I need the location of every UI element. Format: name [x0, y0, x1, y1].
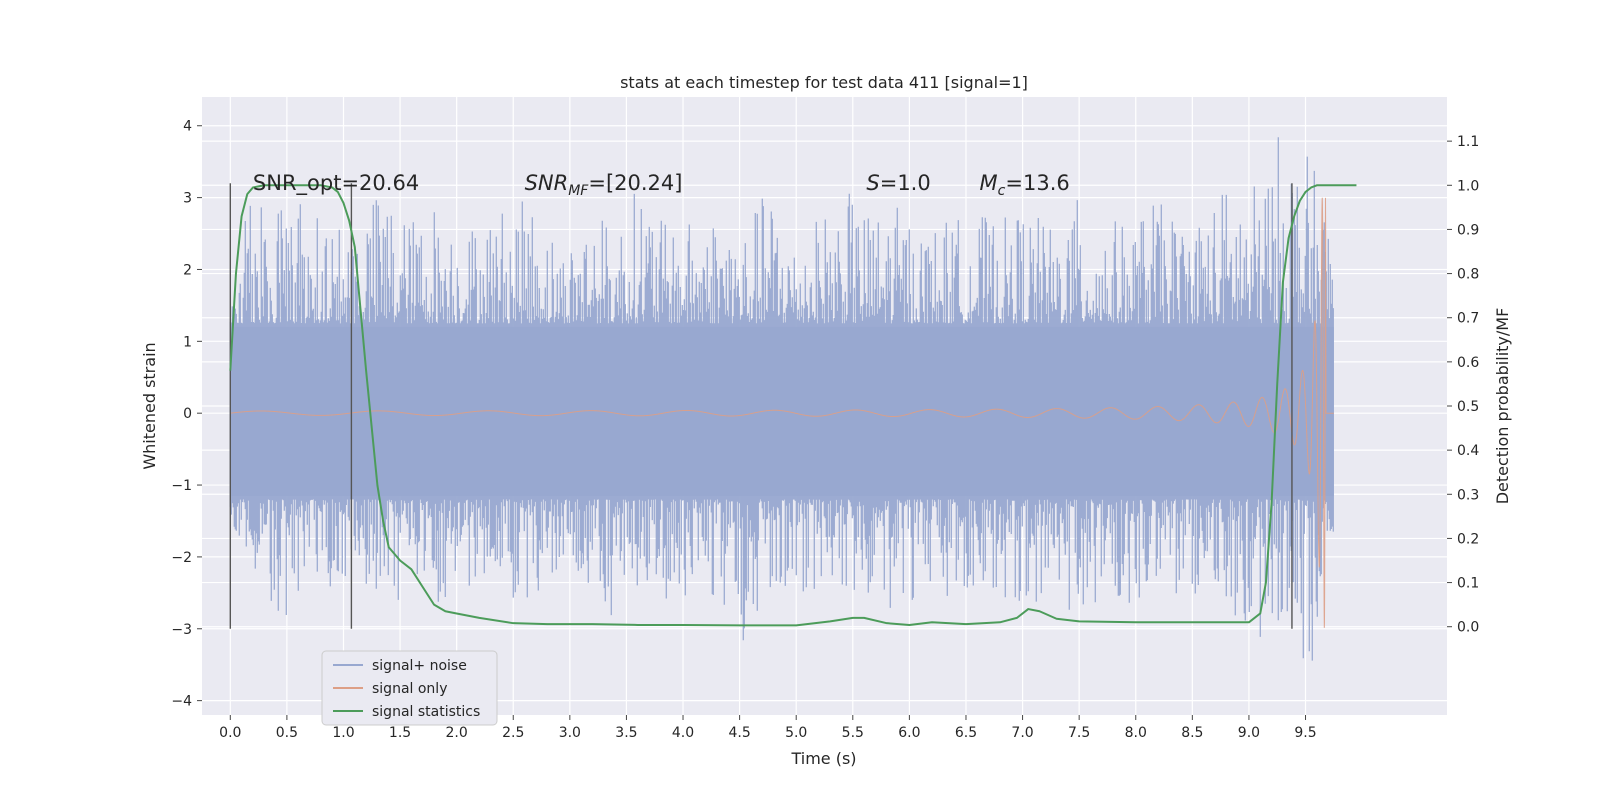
series-signal-statistics: [229, 184, 1357, 627]
x-tick-label: 5.0: [785, 725, 807, 741]
x-tick-label: 4.0: [672, 725, 694, 741]
y-right-tick-label: 0.0: [1457, 620, 1479, 636]
y-tick-label: 3: [183, 191, 192, 207]
statistics-line: [229, 184, 1357, 627]
x-tick-label: 5.5: [842, 725, 864, 741]
axes: 0.0 0.5 1.0 1.5 2.0 2.5 3.0 3.5 4.0 4.5 5.0 5.5 6.0 6…: [171, 119, 1479, 741]
legend-box: [321, 650, 498, 726]
y-right-tick-label: 1.0: [1457, 178, 1479, 194]
x-tick-label: 6.0: [898, 725, 920, 741]
x-tick-label: 1.0: [332, 725, 354, 741]
x-tick-label: 8.0: [1125, 725, 1147, 741]
x-tick-label: 1.5: [389, 725, 411, 741]
y-right-tick-label: 0.7: [1457, 311, 1479, 327]
y-tick-label: 4: [183, 119, 192, 135]
noise-band: [230, 326, 1334, 496]
y-axis-label: Whitened strain: [140, 342, 159, 469]
series-signal-only: [230, 197, 1334, 628]
y-right-tick-label: 0.5: [1457, 399, 1479, 415]
y-right-tick-label: 0.6: [1457, 355, 1479, 371]
y-right-tick-label: 0.4: [1457, 443, 1479, 459]
y-right-tick-label: 0.8: [1457, 267, 1479, 283]
y-tick-label: −3: [171, 622, 192, 638]
y-tick-label: −4: [171, 694, 192, 710]
x-tick-label: 9.0: [1238, 725, 1260, 741]
y-right-axis-label: Detection probability/MF: [1493, 308, 1512, 505]
legend-label-signal-only: signal only: [372, 681, 447, 697]
x-tick-label: 3.5: [615, 725, 637, 741]
y-tick-label: 2: [183, 262, 192, 278]
x-tick-label: 0.0: [219, 725, 241, 741]
x-tick-label: 3.0: [559, 725, 581, 741]
x-tick-label: 2.0: [446, 725, 468, 741]
chart-title: stats at each timestep for test data 411…: [620, 73, 1028, 92]
annotations: SNR_opt=20.64 SNRMF=[20.24] S=1.0 Mc=13.6: [253, 171, 1070, 199]
signal-trace: [230, 197, 1334, 628]
x-tick-label: 8.5: [1181, 725, 1203, 741]
legend-label-signal-noise: signal+ noise: [372, 658, 467, 674]
y-right-tick-label: 0.1: [1457, 576, 1479, 592]
y-tick-label: 1: [183, 334, 192, 350]
x-axis-label: Time (s): [790, 749, 856, 768]
y-tick-label: −1: [171, 478, 192, 494]
x-tick-label: 7.0: [1011, 725, 1033, 741]
y-right-tick-label: 0.3: [1457, 487, 1479, 503]
series-signal-noise: [229, 137, 1334, 661]
annotation-0: SNR_opt=20.64: [253, 171, 419, 196]
y-tick-label: 0: [183, 406, 192, 422]
x-tick-label: 6.5: [955, 725, 977, 741]
x-tick-label: 9.5: [1294, 725, 1316, 741]
y-tick-label: −2: [171, 550, 192, 566]
x-tick-label: 7.5: [1068, 725, 1090, 741]
vertical-markers: [229, 183, 1293, 629]
y-right-tick-label: 0.9: [1457, 222, 1479, 238]
x-tick-label: 2.5: [502, 725, 524, 741]
x-tick-label: 0.5: [276, 725, 298, 741]
y-right-tick-label: 1.1: [1457, 134, 1479, 150]
legend: signal+ noise signal only signal statist…: [321, 650, 498, 726]
x-tick-label: 4.5: [728, 725, 750, 741]
annotation-3: Mc=13.6: [980, 171, 1070, 199]
y-right-tick-label: 0.2: [1457, 531, 1479, 547]
legend-label-signal-statistics: signal statistics: [372, 704, 480, 720]
annotation-1: SNRMF=[20.24]: [525, 171, 683, 199]
annotation-2: S=1.0: [866, 171, 930, 195]
